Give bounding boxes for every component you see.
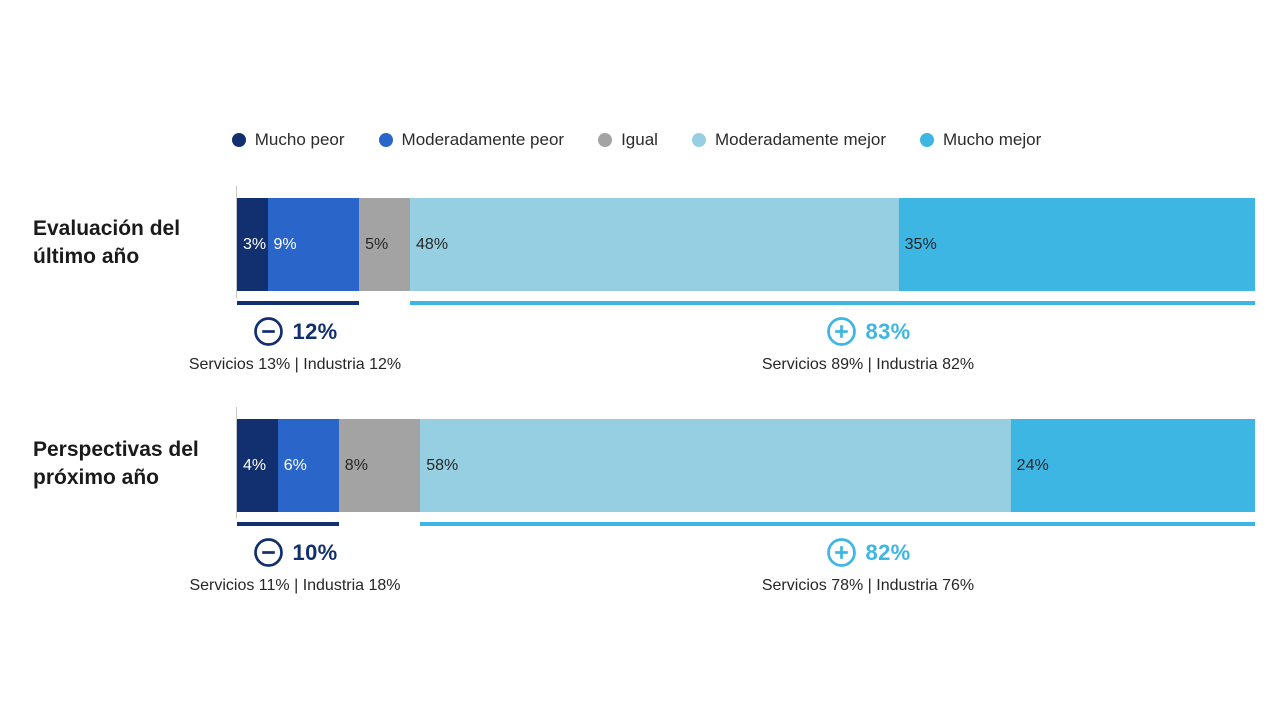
plus-circle-icon bbox=[826, 538, 856, 567]
positive-sector-breakdown: Servicios 78% | Industria 76% bbox=[761, 577, 975, 594]
negative-total-value: 10% bbox=[292, 539, 338, 565]
segment-value-label: 35% bbox=[904, 235, 937, 253]
segment-value-label: 9% bbox=[273, 235, 297, 253]
negative-summary: 10% Servicios 11% | Industria 18% bbox=[150, 537, 440, 595]
bar-area: 3% 9% 5% 48% 35% bbox=[236, 186, 1255, 396]
bar-segment-moderadamente-mejor: 48% bbox=[410, 198, 899, 291]
bar-segment-moderadamente-peor: 6% bbox=[277, 419, 339, 512]
negative-summary: 12% Servicios 13% | Industria 12% bbox=[150, 316, 440, 374]
stacked-bar: 3% 9% 5% 48% 35% bbox=[237, 198, 1255, 291]
bar-segment-igual: 8% bbox=[338, 419, 421, 512]
positive-total-value: 83% bbox=[865, 318, 911, 344]
legend-label: Moderadamente peor bbox=[401, 130, 565, 149]
row-title-perspectivas: Perspectivas del próximo año bbox=[33, 438, 199, 489]
legend-label: Mucho mejor bbox=[942, 130, 1042, 149]
negative-summary-head: 10% bbox=[150, 537, 440, 568]
positive-sector-breakdown: Servicios 89% | Industria 82% bbox=[761, 356, 975, 373]
axis-baseline bbox=[236, 407, 237, 519]
plus-circle-icon bbox=[826, 317, 856, 346]
segment-value-label: 58% bbox=[426, 456, 459, 474]
legend-item-mucho-peor: Mucho peor bbox=[231, 130, 345, 150]
bar-segment-moderadamente-mejor: 58% bbox=[420, 419, 1011, 512]
positive-summary: 82% Servicios 78% | Industria 76% bbox=[668, 537, 1068, 595]
segment-value-label: 8% bbox=[344, 456, 368, 474]
chart-legend: Mucho peor Moderadamente peor Igual Mode… bbox=[0, 130, 1273, 150]
minus-circle-icon bbox=[253, 538, 283, 567]
bar-segment-mucho-mejor: 24% bbox=[1010, 419, 1255, 512]
legend-dot-moderadamente-peor-icon bbox=[378, 133, 393, 147]
legend-label: Igual bbox=[621, 130, 658, 149]
legend-item-mucho-mejor: Mucho mejor bbox=[919, 130, 1042, 150]
bar-segment-moderadamente-peor: 9% bbox=[267, 198, 360, 291]
bar-segment-mucho-peor: 4% bbox=[237, 419, 278, 512]
legend-item-igual: Igual bbox=[598, 130, 658, 150]
axis-baseline bbox=[236, 186, 237, 298]
segment-value-label: 24% bbox=[1016, 456, 1049, 474]
chart-row-perspectivas: Perspectivas del próximo año 4% 6% 8% 58… bbox=[0, 407, 1273, 617]
segment-value-label: 3% bbox=[243, 235, 267, 253]
negative-sector-breakdown: Servicios 11% | Industria 18% bbox=[189, 577, 401, 594]
negative-total-underline bbox=[237, 301, 360, 305]
legend-item-moderadamente-peor: Moderadamente peor bbox=[378, 130, 565, 150]
positive-summary-head: 83% bbox=[668, 316, 1068, 347]
legend-label: Moderadamente mejor bbox=[714, 130, 886, 149]
segment-value-label: 48% bbox=[416, 235, 449, 253]
bar-segment-mucho-peor: 3% bbox=[237, 198, 268, 291]
positive-total-underline bbox=[410, 301, 1255, 305]
negative-sector-breakdown: Servicios 13% | Industria 12% bbox=[188, 356, 402, 373]
positive-summary: 83% Servicios 89% | Industria 82% bbox=[668, 316, 1068, 374]
legend-item-moderadamente-mejor: Moderadamente mejor bbox=[691, 130, 886, 150]
positive-summary-head: 82% bbox=[668, 537, 1068, 568]
chart-row-evaluacion: Evaluación del último año 3% 9% 5% 48% 3… bbox=[0, 186, 1273, 396]
segment-value-label: 4% bbox=[243, 456, 267, 474]
legend-dot-mucho-mejor-icon bbox=[919, 133, 934, 147]
legend-dot-moderadamente-mejor-icon bbox=[691, 133, 706, 147]
stacked-bar: 4% 6% 8% 58% 24% bbox=[237, 419, 1255, 512]
legend-dot-mucho-peor-icon bbox=[231, 133, 246, 147]
segment-value-label: 5% bbox=[365, 235, 389, 253]
bar-segment-mucho-mejor: 35% bbox=[898, 198, 1255, 291]
legend-label: Mucho peor bbox=[254, 130, 345, 149]
bar-segment-igual: 5% bbox=[359, 198, 411, 291]
minus-circle-icon bbox=[253, 317, 283, 346]
row-title-evaluacion: Evaluación del último año bbox=[33, 217, 181, 268]
segment-value-label: 6% bbox=[283, 456, 307, 474]
legend-dot-igual-icon bbox=[598, 133, 613, 147]
positive-total-value: 82% bbox=[865, 539, 911, 565]
bar-area: 4% 6% 8% 58% 24% bbox=[236, 407, 1255, 617]
negative-total-underline bbox=[237, 522, 339, 526]
positive-total-underline bbox=[420, 522, 1255, 526]
negative-total-value: 12% bbox=[292, 318, 338, 344]
negative-summary-head: 12% bbox=[150, 316, 440, 347]
